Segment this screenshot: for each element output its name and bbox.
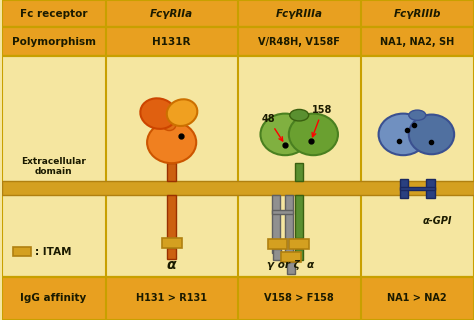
Ellipse shape — [147, 122, 196, 163]
Ellipse shape — [261, 114, 310, 155]
Bar — [167, 248, 176, 259]
Bar — [400, 187, 435, 190]
Text: FcγRIIIa: FcγRIIIa — [276, 9, 323, 19]
Bar — [1, 56, 474, 277]
Ellipse shape — [163, 119, 176, 131]
Text: α-GPI: α-GPI — [422, 216, 452, 226]
Text: Polymorphism: Polymorphism — [11, 36, 96, 47]
Text: V/R48H, V158F: V/R48H, V158F — [258, 36, 340, 47]
Ellipse shape — [409, 115, 454, 154]
Bar — [13, 247, 31, 256]
Text: γ or ζ  α: γ or ζ α — [267, 260, 314, 270]
Text: H131 > R131: H131 > R131 — [136, 293, 207, 303]
Bar — [273, 249, 282, 260]
Bar — [287, 262, 295, 274]
Ellipse shape — [289, 114, 338, 155]
Bar — [1, 181, 474, 195]
Text: : ITAM: : ITAM — [35, 246, 72, 257]
Bar — [289, 239, 309, 249]
Bar — [426, 179, 435, 198]
Bar — [1, 27, 474, 56]
Text: H131R: H131R — [153, 36, 191, 47]
Text: V158 > F158: V158 > F158 — [264, 293, 334, 303]
Bar — [295, 249, 303, 260]
Ellipse shape — [167, 99, 197, 126]
Text: 48: 48 — [262, 114, 283, 141]
Bar — [272, 195, 280, 253]
Bar — [167, 163, 176, 181]
Text: 158: 158 — [312, 105, 333, 137]
Text: FcγRIIa: FcγRIIa — [150, 9, 193, 19]
Bar — [285, 195, 293, 253]
Bar — [1, 0, 474, 27]
Bar — [400, 179, 408, 198]
Ellipse shape — [379, 114, 428, 155]
Ellipse shape — [290, 109, 309, 121]
Text: FcγRIIIb: FcγRIIIb — [393, 9, 441, 19]
Bar — [295, 195, 303, 238]
Bar — [281, 252, 301, 262]
Ellipse shape — [409, 110, 426, 120]
Bar — [162, 238, 182, 248]
Text: NA1, NA2, SH: NA1, NA2, SH — [380, 36, 455, 47]
Bar — [295, 163, 303, 181]
Bar — [167, 195, 176, 238]
Text: NA1 > NA2: NA1 > NA2 — [388, 293, 447, 303]
Bar — [267, 239, 287, 249]
Text: Extracellular
domain: Extracellular domain — [21, 157, 86, 176]
Bar — [272, 210, 293, 214]
Text: IgG affinity: IgG affinity — [20, 293, 87, 303]
Ellipse shape — [140, 98, 176, 129]
Text: α: α — [167, 258, 176, 272]
Bar — [1, 277, 474, 320]
Text: Fc receptor: Fc receptor — [20, 9, 87, 19]
